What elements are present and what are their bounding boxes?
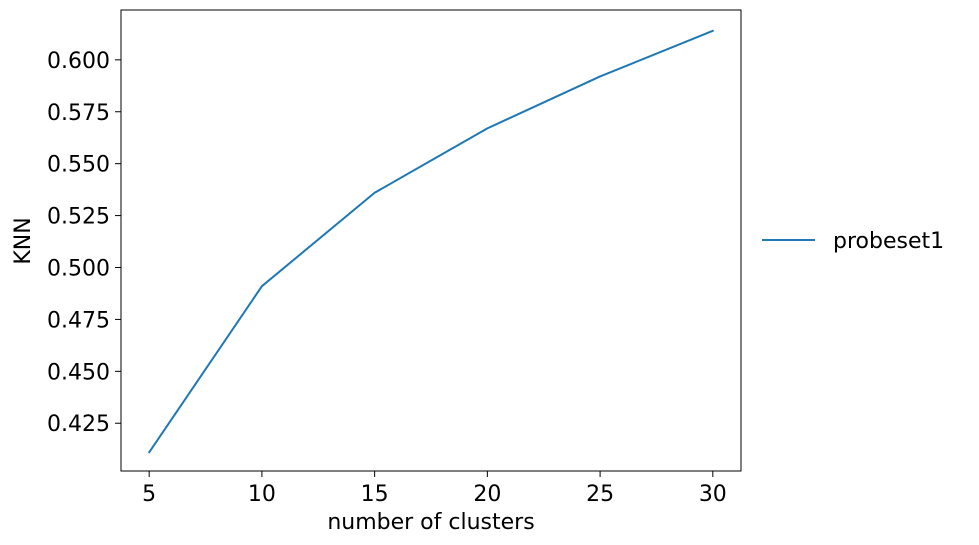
x-tick-label: 5 — [142, 482, 156, 507]
x-tick-label: 20 — [473, 482, 501, 507]
y-axis: 0.425 0.450 0.475 0.500 0.525 0.550 0.575 0.600 — [47, 49, 121, 437]
legend-label-probeset1: probeset1 — [833, 229, 944, 254]
plot-frame — [120, 9, 742, 472]
y-tick-label: 0.500 — [47, 256, 110, 281]
series-layer — [148, 29, 714, 454]
y-tick-label: 0.425 — [47, 412, 110, 437]
y-tick-label: 0.600 — [47, 49, 110, 74]
x-tick-label: 30 — [699, 482, 727, 507]
y-tick-label: 0.450 — [47, 360, 110, 385]
plot-area — [120, 9, 742, 472]
x-tick-label: 15 — [361, 482, 389, 507]
y-tick-label: 0.575 — [47, 101, 110, 126]
series-line-probeset1 — [148, 29, 714, 454]
y-tick-label: 0.525 — [47, 205, 110, 230]
y-tick-label: 0.475 — [47, 308, 110, 333]
x-tick-label: 25 — [586, 482, 614, 507]
y-axis-label: KNN — [11, 217, 36, 264]
x-tick-label: 10 — [248, 482, 276, 507]
x-axis: 5 10 15 20 25 30 — [142, 471, 727, 507]
y-tick-label: 0.550 — [47, 153, 110, 178]
x-axis-label: number of clusters — [327, 510, 534, 535]
legend: probeset1 — [762, 229, 944, 254]
